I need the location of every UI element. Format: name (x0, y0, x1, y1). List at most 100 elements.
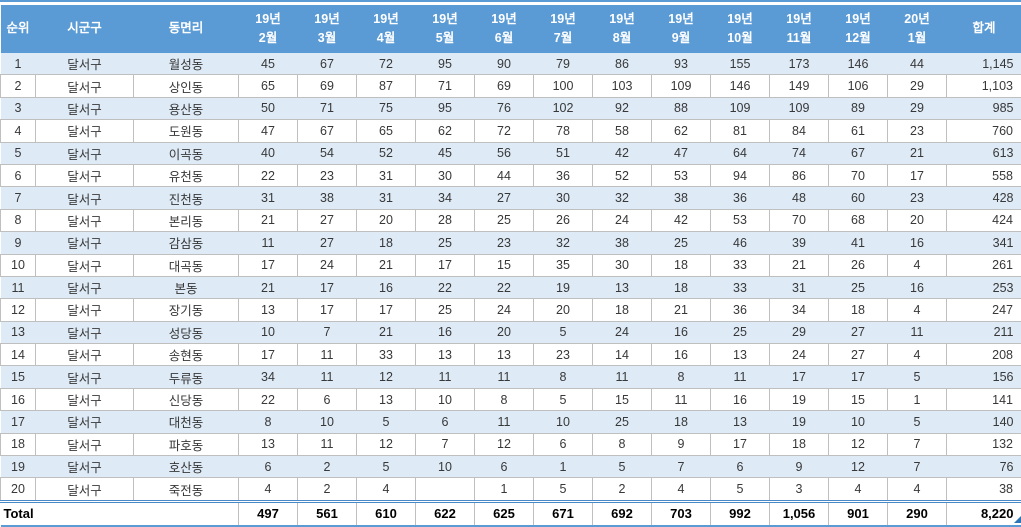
month-value-cell[interactable]: 36 (711, 299, 770, 321)
neighborhood-cell[interactable]: 도원동 (134, 120, 239, 142)
month-value-cell[interactable]: 22 (239, 388, 298, 410)
month-value-cell[interactable]: 17 (357, 299, 416, 321)
month-value-cell[interactable]: 18 (652, 254, 711, 276)
month-value-cell[interactable]: 10 (416, 456, 475, 478)
month-value-cell[interactable]: 65 (357, 120, 416, 142)
district-cell[interactable]: 달서구 (36, 299, 134, 321)
month-value-cell[interactable]: 5 (357, 411, 416, 433)
neighborhood-cell[interactable]: 유천동 (134, 164, 239, 186)
month-value-cell[interactable]: 7 (888, 433, 947, 455)
month-value-cell[interactable]: 31 (357, 187, 416, 209)
month-value-cell[interactable]: 4 (888, 478, 947, 501)
month-value-cell[interactable] (416, 478, 475, 501)
row-total-cell[interactable]: 253 (947, 276, 1021, 298)
month-value-cell[interactable]: 18 (829, 299, 888, 321)
month-value-cell[interactable]: 6 (534, 433, 593, 455)
neighborhood-cell[interactable]: 호산동 (134, 456, 239, 478)
row-total-cell[interactable]: 141 (947, 388, 1021, 410)
month-value-cell[interactable]: 95 (416, 53, 475, 75)
month-value-cell[interactable]: 30 (534, 187, 593, 209)
neighborhood-cell[interactable]: 용산동 (134, 97, 239, 119)
month-value-cell[interactable]: 9 (770, 456, 829, 478)
month-value-cell[interactable]: 21 (652, 299, 711, 321)
month-value-cell[interactable]: 20 (475, 321, 534, 343)
row-total-cell[interactable]: 428 (947, 187, 1021, 209)
month-value-cell[interactable]: 42 (652, 209, 711, 231)
district-cell[interactable]: 달서구 (36, 433, 134, 455)
month-value-cell[interactable]: 38 (298, 187, 357, 209)
district-cell[interactable]: 달서구 (36, 120, 134, 142)
neighborhood-cell[interactable]: 성당동 (134, 321, 239, 343)
month-value-cell[interactable]: 23 (298, 164, 357, 186)
month-value-cell[interactable]: 67 (298, 53, 357, 75)
district-cell[interactable]: 달서구 (36, 75, 134, 97)
rank-cell[interactable]: 20 (1, 478, 36, 501)
month-value-cell[interactable]: 68 (829, 209, 888, 231)
month-value-cell[interactable]: 8 (593, 433, 652, 455)
month-value-cell[interactable]: 17 (416, 254, 475, 276)
month-value-cell[interactable]: 25 (475, 209, 534, 231)
month-value-cell[interactable]: 26 (534, 209, 593, 231)
month-value-cell[interactable]: 7 (652, 456, 711, 478)
month-value-cell[interactable]: 17 (711, 433, 770, 455)
month-value-cell[interactable]: 34 (416, 187, 475, 209)
total-month-cell[interactable]: 625 (475, 501, 534, 526)
neighborhood-cell[interactable]: 대천동 (134, 411, 239, 433)
month-value-cell[interactable]: 52 (357, 142, 416, 164)
month-value-cell[interactable]: 22 (416, 276, 475, 298)
rank-cell[interactable]: 14 (1, 344, 36, 366)
row-total-cell[interactable]: 1,103 (947, 75, 1021, 97)
month-value-cell[interactable]: 11 (593, 366, 652, 388)
month-value-cell[interactable]: 24 (298, 254, 357, 276)
month-value-cell[interactable]: 1 (475, 478, 534, 501)
month-value-cell[interactable]: 62 (652, 120, 711, 142)
month-value-cell[interactable]: 84 (770, 120, 829, 142)
row-total-cell[interactable]: 424 (947, 209, 1021, 231)
month-value-cell[interactable]: 5 (593, 456, 652, 478)
month-value-cell[interactable]: 7 (298, 321, 357, 343)
month-value-cell[interactable]: 58 (593, 120, 652, 142)
month-value-cell[interactable]: 103 (593, 75, 652, 97)
month-value-cell[interactable]: 29 (888, 75, 947, 97)
rank-cell[interactable]: 17 (1, 411, 36, 433)
rank-cell[interactable]: 9 (1, 232, 36, 254)
total-month-cell[interactable]: 497 (239, 501, 298, 526)
month-value-cell[interactable]: 32 (593, 187, 652, 209)
total-month-cell[interactable]: 703 (652, 501, 711, 526)
month-value-cell[interactable]: 7 (416, 433, 475, 455)
month-value-cell[interactable]: 4 (829, 478, 888, 501)
rank-cell[interactable]: 1 (1, 53, 36, 75)
month-value-cell[interactable]: 19 (534, 276, 593, 298)
month-value-cell[interactable]: 65 (239, 75, 298, 97)
total-month-cell[interactable]: 992 (711, 501, 770, 526)
month-value-cell[interactable]: 12 (475, 433, 534, 455)
month-value-cell[interactable]: 11 (888, 321, 947, 343)
month-value-cell[interactable]: 17 (298, 299, 357, 321)
month-value-cell[interactable]: 106 (829, 75, 888, 97)
month-value-cell[interactable]: 10 (239, 321, 298, 343)
month-value-cell[interactable]: 69 (298, 75, 357, 97)
month-value-cell[interactable]: 34 (239, 366, 298, 388)
month-value-cell[interactable]: 13 (475, 344, 534, 366)
month-value-cell[interactable]: 19 (770, 411, 829, 433)
month-value-cell[interactable]: 16 (416, 321, 475, 343)
rank-cell[interactable]: 2 (1, 75, 36, 97)
month-value-cell[interactable]: 17 (829, 366, 888, 388)
month-value-cell[interactable]: 8 (534, 366, 593, 388)
month-value-cell[interactable]: 90 (475, 53, 534, 75)
district-cell[interactable]: 달서구 (36, 53, 134, 75)
month-value-cell[interactable]: 8 (239, 411, 298, 433)
month-value-cell[interactable]: 21 (888, 142, 947, 164)
month-value-cell[interactable]: 11 (298, 433, 357, 455)
month-value-cell[interactable]: 6 (298, 388, 357, 410)
column-header-neighborhood[interactable]: 동면리 (134, 5, 239, 53)
month-value-cell[interactable]: 2 (298, 478, 357, 501)
month-value-cell[interactable]: 20 (534, 299, 593, 321)
rank-cell[interactable]: 19 (1, 456, 36, 478)
month-value-cell[interactable]: 15 (475, 254, 534, 276)
